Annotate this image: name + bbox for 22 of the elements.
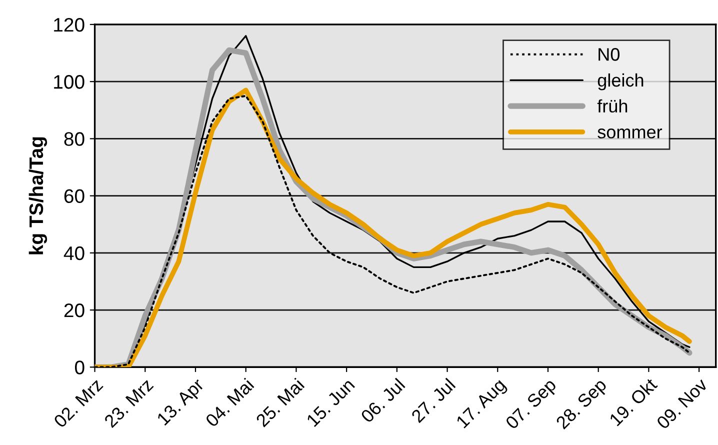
- y-tick-label: 0: [75, 360, 84, 374]
- x-tick-label: 02. Mrz: [53, 378, 104, 428]
- legend-label: sommer: [598, 128, 662, 138]
- x-tick-label: 13. Apr: [156, 379, 205, 426]
- x-tick-label: 23. Mrz: [104, 378, 154, 428]
- x-tick-label: 28. Sep: [555, 378, 610, 432]
- legend-label: gleich: [598, 73, 644, 90]
- y-tick-label: 60: [64, 189, 84, 204]
- y-tick-label: 80: [64, 132, 84, 146]
- x-tick-label: 27. Jul: [410, 378, 456, 424]
- x-tick-label: 15. Jun: [306, 378, 356, 428]
- x-tick-label: 25. Mai: [254, 378, 305, 428]
- legend-label: N0: [598, 48, 620, 61]
- y-tick-label: 100: [54, 75, 84, 89]
- x-tick-label: 19. Okt: [608, 376, 658, 426]
- y-tick-label: 20: [64, 303, 84, 318]
- y-tick-label: 40: [64, 246, 84, 260]
- x-tick-label: 06. Jul: [360, 378, 406, 424]
- y-tick-label: 120: [54, 18, 84, 32]
- legend-label: früh: [597, 99, 628, 113]
- y-axis-title: kg TS/ha/Tag: [28, 137, 48, 254]
- x-tick-label: 04. Mai: [204, 378, 254, 428]
